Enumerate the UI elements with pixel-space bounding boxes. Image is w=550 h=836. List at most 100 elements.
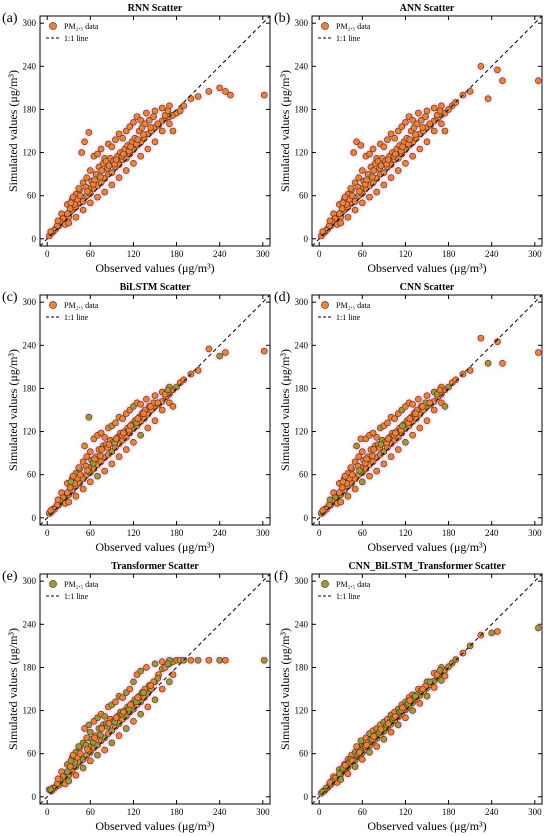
y-tick-label: 120	[23, 148, 37, 158]
scatter-point	[370, 733, 378, 740]
scatter-point	[535, 624, 542, 632]
scatter-point	[384, 136, 391, 143]
y-tick-label: 120	[23, 706, 37, 716]
scatter-point	[205, 656, 213, 664]
legend-line-label: 1:1 line	[64, 313, 89, 322]
scatter-point	[409, 400, 416, 408]
x-tick-label: 180	[442, 528, 456, 538]
scatter-point	[222, 88, 229, 95]
scatter-point	[426, 120, 434, 128]
y-tick-label: 180	[23, 383, 37, 393]
panel-title: BiLSTM Scatter	[120, 282, 191, 293]
scatter-point	[351, 763, 359, 770]
scatter-point	[144, 424, 152, 432]
scatter-point	[108, 727, 116, 734]
y-tick-label: 120	[295, 706, 309, 716]
scatter-point	[150, 113, 157, 120]
scatter-point	[356, 467, 363, 474]
legend-line-label: 1:1 line	[336, 592, 361, 601]
scatter-point	[445, 383, 452, 391]
scatter-point	[384, 435, 392, 443]
x-axis-label: Observed values (μg/m³)	[95, 819, 214, 833]
scatter-point	[120, 708, 127, 716]
scatter-point	[426, 399, 434, 407]
scatter-point	[164, 107, 172, 115]
scatter-point	[392, 713, 399, 720]
scatter-point	[144, 145, 152, 153]
y-tick-label: 300	[23, 18, 37, 28]
x-tick-label: 60	[86, 528, 96, 538]
scatter-point	[222, 349, 229, 356]
scatter-point	[97, 173, 104, 181]
scatter-point	[154, 120, 162, 128]
scatter-point	[98, 446, 106, 453]
x-tick-label: 60	[358, 249, 368, 259]
scatter-point	[402, 160, 409, 167]
scatter-point	[351, 198, 359, 205]
scatter-point	[356, 188, 363, 195]
scatter-point	[91, 176, 98, 184]
scatter-point	[91, 455, 98, 463]
scatter-point	[108, 181, 116, 189]
scatter-point	[384, 419, 391, 427]
scatter-point	[101, 746, 108, 754]
scatter-point	[112, 435, 120, 443]
x-tick-label: 240	[485, 249, 499, 259]
scatter-point	[387, 174, 395, 182]
scatter-point	[169, 127, 177, 135]
scatter-point	[122, 167, 130, 174]
scatter-point	[205, 345, 213, 353]
scatter-point	[339, 478, 347, 486]
y-tick-label: 300	[295, 297, 309, 307]
scatter-point	[137, 431, 144, 439]
scatter-point	[399, 704, 406, 711]
y-tick-label: 240	[295, 61, 309, 71]
x-tick-label: 60	[358, 807, 368, 817]
scatter-point	[108, 460, 116, 468]
scatter-point	[344, 770, 352, 778]
legend-point-marker	[49, 22, 57, 30]
scatter-point	[79, 198, 87, 205]
scatter-point	[143, 395, 150, 403]
scatter-point	[69, 193, 77, 201]
scatter-point	[130, 678, 137, 686]
y-tick-label: 0	[32, 234, 37, 244]
scatter-point	[380, 143, 388, 151]
scatter-point	[76, 471, 84, 478]
x-tick-label: 0	[317, 249, 322, 259]
scatter-point	[145, 116, 153, 124]
scatter-point	[169, 403, 177, 410]
scatter-point	[143, 109, 150, 117]
scatter-point	[126, 685, 134, 693]
scatter-point	[369, 429, 377, 437]
scatter-point	[122, 725, 130, 732]
scatter-point	[151, 660, 159, 668]
scatter-point	[141, 120, 149, 128]
scatter-point	[377, 441, 385, 448]
scatter-point	[341, 193, 349, 201]
scatter-point	[122, 446, 130, 453]
legend-point-label: PM₂.₅ data	[64, 22, 99, 31]
scatter-point	[436, 667, 444, 674]
scatter-point	[438, 120, 445, 128]
y-tick-label: 0	[304, 234, 309, 244]
x-tick-label: 0	[317, 528, 322, 538]
scatter-point	[151, 138, 159, 146]
scatter-points	[46, 345, 268, 517]
scatter-point	[122, 127, 130, 135]
legend-point-label: PM₂.₅ data	[64, 301, 99, 310]
scatter-point	[477, 63, 485, 70]
scatter-point	[357, 142, 365, 149]
legend-line-label: 1:1 line	[64, 34, 89, 43]
scatter-point	[79, 485, 87, 493]
scatter-point	[94, 472, 101, 480]
scatter-point	[412, 410, 419, 417]
scatter-point	[87, 757, 94, 765]
y-tick-label: 240	[295, 619, 309, 629]
y-tick-label: 60	[299, 749, 309, 759]
scatter-point	[415, 395, 422, 403]
scatter-points	[318, 63, 542, 240]
scatter-point	[67, 478, 75, 486]
scatter-point	[387, 728, 395, 736]
scatter-point	[79, 206, 87, 214]
